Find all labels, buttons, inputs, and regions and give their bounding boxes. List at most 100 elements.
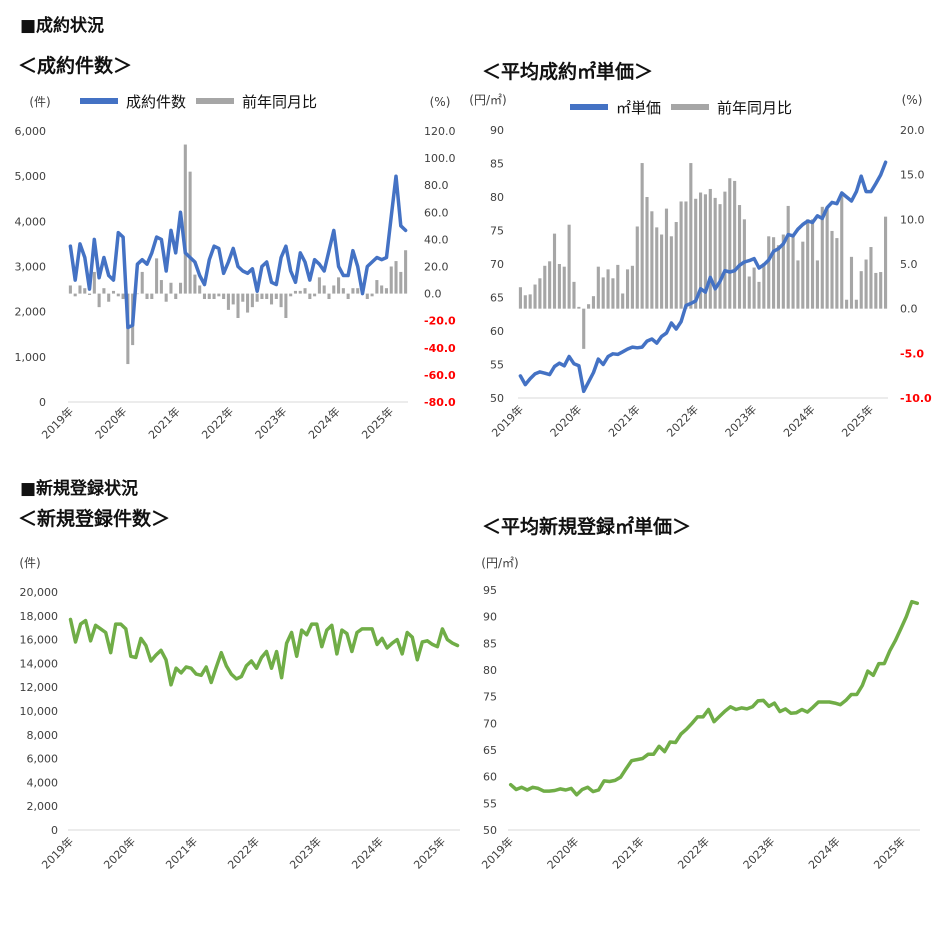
c1-legend-line-swatch (80, 98, 118, 104)
c2-yoy-bar (601, 277, 605, 309)
c1-yoy-bar (322, 285, 326, 294)
chart-title-contract-price: ＜平均成約㎡単価＞ (482, 61, 654, 83)
c1-yoy-bar (202, 293, 207, 300)
c2-yoy-bar (879, 272, 883, 309)
c2-yoy-bar (884, 216, 888, 309)
c1-yoy-bar (293, 290, 297, 294)
c1-yoy-bar (308, 293, 312, 300)
c2-yoy-bar (674, 222, 678, 309)
c1-right-tick-label: 40.0 (424, 233, 449, 246)
c2-yoy-bar (635, 226, 639, 309)
c1-yoy-bar (169, 282, 173, 294)
c1-yoy-bar (183, 144, 187, 294)
c2-x-tick-label: 2024年 (780, 402, 817, 439)
c4-left-tick-label: 55 (483, 797, 497, 810)
c1-yoy-bar (102, 288, 106, 294)
c1-yoy-bar (107, 293, 111, 302)
c1-yoy-bar (269, 293, 274, 305)
c1-left-tick-label: 3,000 (15, 261, 47, 274)
c2-yoy-bar (840, 195, 844, 309)
c2-yoy-bar (567, 224, 571, 309)
c1-left-tick-label: 0 (39, 396, 46, 409)
c1-yoy-bar (274, 293, 278, 300)
c1-left-tick-label: 6,000 (15, 125, 47, 138)
c1-yoy-bar (389, 266, 393, 294)
c2-x-tick-label: 2025年 (839, 402, 876, 439)
c4-x-tick-label: 2024年 (805, 834, 842, 871)
c2-yoy-bar (684, 201, 688, 309)
c1-right-tick-label: -80.0 (424, 396, 456, 409)
c2-yoy-bar (518, 287, 522, 309)
c1-yoy-bar (155, 258, 159, 294)
c1-yoy-bar (226, 293, 230, 310)
c2-yoy-bar (591, 296, 596, 309)
c2-yoy-bar (859, 271, 863, 309)
c2-yoy-bar (796, 260, 800, 309)
c1-yoy-bar (121, 293, 125, 300)
c1-yoy-bar (255, 293, 259, 302)
c2-legend-bar-swatch (671, 104, 709, 110)
c2-left-tick-label: 90 (490, 124, 504, 137)
c3-left-unit-label: (件) (19, 556, 40, 570)
c1-yoy-bar (341, 288, 345, 294)
c1-yoy-bar (380, 285, 384, 294)
c1-yoy-bar (159, 280, 163, 294)
c2-right-tick-label: -10.0 (900, 392, 932, 405)
c1-yoy-bar (92, 271, 96, 294)
c1-line-series (68, 174, 408, 330)
c1-yoy-bar (140, 271, 144, 294)
c4-left-tick-label: 65 (483, 744, 497, 757)
c1-yoy-bar (111, 290, 116, 294)
section-title-contracts: ■成約状況 (20, 16, 105, 36)
c2-yoy-bar (548, 261, 552, 309)
c4-x-tick-label: 2020年 (544, 834, 581, 871)
c3-left-tick-label: 16,000 (20, 634, 59, 647)
c1-legend-line-label: 成約件数 (126, 93, 186, 111)
c3-left-tick-label: 2,000 (27, 800, 59, 813)
c1-yoy-bar (188, 171, 192, 294)
c2-yoy-bar (582, 308, 586, 349)
c1-yoy-bar (135, 293, 139, 295)
c1-yoy-bar (236, 293, 240, 318)
c2-yoy-bar (679, 201, 683, 309)
c4-left-tick-label: 70 (483, 717, 497, 730)
c1-yoy-bar (404, 250, 408, 294)
c2-yoy-bar (820, 206, 824, 309)
c2-yoy-bar (757, 281, 761, 309)
c3-x-tick-label: 2025年 (411, 834, 448, 871)
c2-yoy-bar (703, 194, 707, 309)
c1-yoy-bar (73, 293, 77, 297)
c2-line-series (518, 160, 888, 394)
c2-yoy-bar (625, 269, 630, 309)
c1-yoy-bar (179, 282, 183, 294)
c1-right-tick-label: -20.0 (424, 315, 456, 328)
c1-yoy-bar (88, 293, 92, 295)
c1-yoy-bar (193, 274, 197, 294)
c2-left-tick-label: 75 (490, 225, 504, 238)
c2-yoy-bar (640, 163, 644, 309)
c4-x-tick-label: 2019年 (479, 834, 516, 871)
c2-yoy-bar (801, 241, 805, 309)
c2-right-unit-label: (%) (902, 93, 923, 107)
c1-yoy-bar (78, 285, 82, 294)
c1-yoy-bar (68, 285, 72, 294)
c3-left-tick-label: 12,000 (20, 681, 59, 694)
c2-left-tick-label: 55 (490, 359, 504, 372)
c2-right-tick-label: 10.0 (900, 213, 925, 226)
c1-yoy-bar (83, 288, 87, 294)
c2-left-tick-label: 85 (490, 158, 504, 171)
c1-yoy-bar (217, 293, 221, 297)
c1-yoy-bar (260, 293, 264, 300)
c3-x-tick-label: 2020年 (101, 834, 138, 871)
c2-yoy-bar (699, 192, 703, 309)
c2-yoy-bar (874, 272, 878, 309)
c3-line-series (68, 617, 460, 687)
c2-yoy-bar (772, 237, 776, 309)
c1-yoy-bar (351, 288, 355, 294)
c1-right-tick-label: 0.0 (424, 288, 442, 301)
c1-right-tick-label: 80.0 (424, 179, 449, 192)
c2-yoy-bar (587, 304, 591, 309)
c2-left-tick-label: 50 (490, 392, 504, 405)
c3-left-tick-label: 0 (51, 824, 58, 837)
